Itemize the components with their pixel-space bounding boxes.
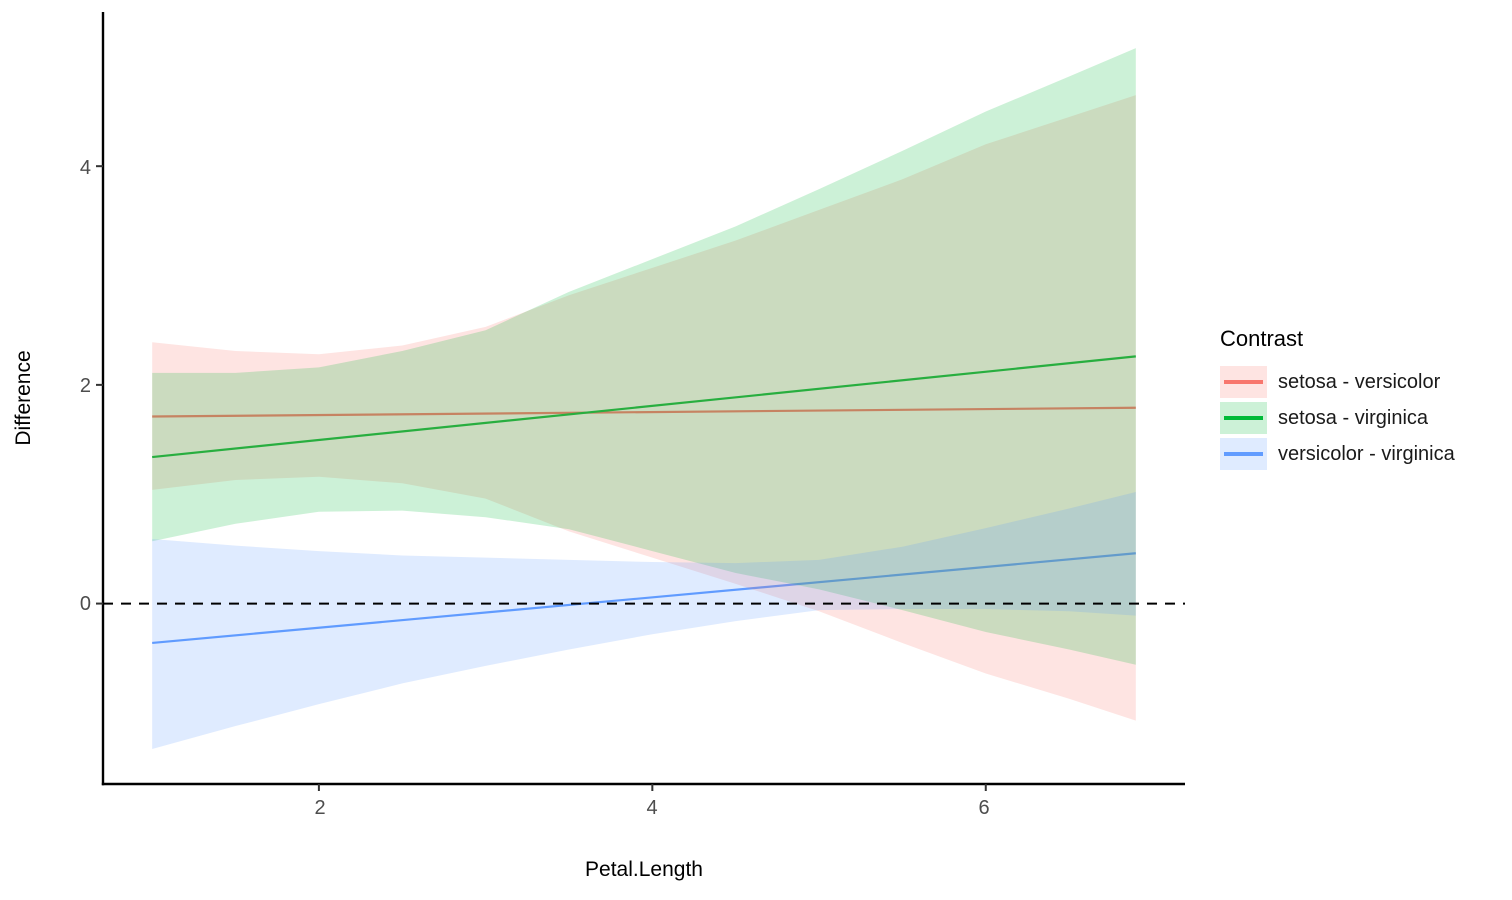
legend-key-swatch	[1220, 402, 1267, 434]
line-setosa-virginica	[152, 355, 1136, 459]
legend-key-swatch	[1220, 438, 1267, 470]
legend-key-swatch	[1220, 366, 1267, 398]
legend-key-line	[1224, 452, 1263, 456]
legend-key-line	[1224, 416, 1263, 420]
y-tick-label: 4	[80, 157, 91, 179]
ribbon-setosa-virginica	[152, 48, 1136, 665]
legend-label: versicolor - virginica	[1278, 442, 1455, 465]
x-tick-label: 2	[314, 797, 325, 819]
ribbon-setosa-versicolor	[152, 95, 1136, 721]
legend-item: versicolor - virginica	[1220, 438, 1455, 470]
legend-item: setosa - versicolor	[1220, 366, 1455, 398]
y-tick-label: 0	[80, 593, 91, 615]
legend-item: setosa - virginica	[1220, 402, 1455, 434]
legend: Contrast setosa - versicolor setosa - vi…	[1220, 326, 1455, 474]
legend-title: Contrast	[1220, 326, 1304, 351]
ribbon-versicolor-virginica	[152, 492, 1136, 750]
legend-label: setosa - virginica	[1278, 406, 1429, 429]
line-versicolor-virginica	[152, 552, 1136, 645]
legend-label: setosa - versicolor	[1278, 370, 1441, 393]
x-axis-title: Petal.Length	[585, 858, 703, 881]
x-tick-label: 4	[646, 797, 657, 819]
legend-key-line	[1224, 380, 1263, 384]
y-axis-title: Difference	[12, 350, 35, 446]
line-setosa-versicolor	[152, 406, 1136, 418]
y-tick-label: 2	[80, 375, 91, 397]
x-tick-label: 6	[978, 797, 989, 819]
